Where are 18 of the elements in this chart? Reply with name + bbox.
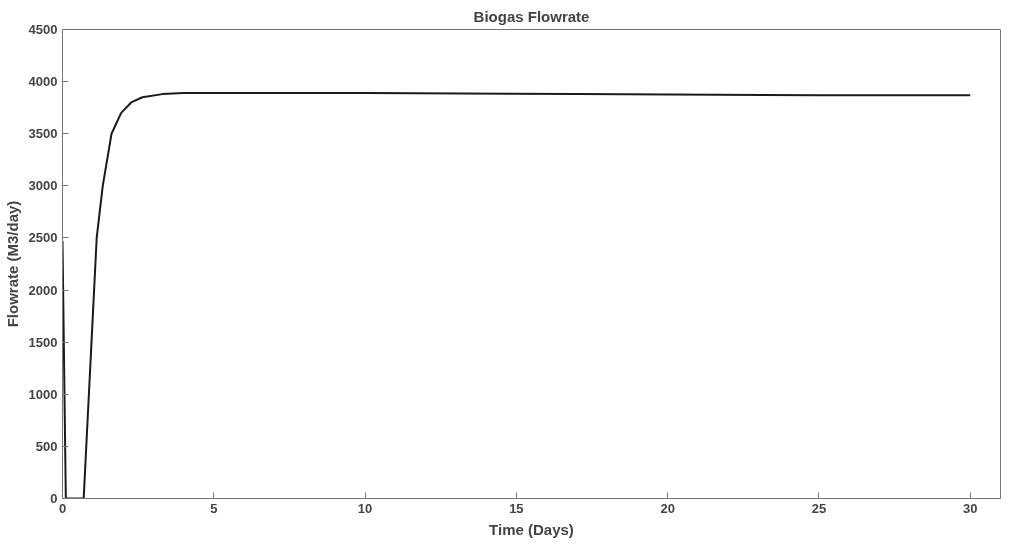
- x-tick-label: 20: [660, 500, 675, 516]
- x-tick-label: 30: [963, 500, 978, 516]
- y-axis-title: Flowrate (M3/day): [3, 200, 21, 328]
- y-tick-label: 3000: [28, 178, 58, 194]
- x-tick-label: 25: [811, 500, 827, 516]
- y-tick-label: 4000: [28, 74, 58, 90]
- x-tick-label: 5: [210, 500, 218, 516]
- y-tick-label: 1000: [28, 386, 58, 402]
- y-tick-label: 2500: [28, 230, 58, 246]
- y-tick-label: 4500: [28, 22, 58, 37]
- y-tick-label: 1500: [28, 334, 58, 350]
- y-tick-label: 2000: [28, 282, 58, 298]
- x-axis-title: Time (Days): [489, 520, 574, 538]
- y-tick-label: 500: [35, 438, 58, 454]
- y-tick-label: 3500: [28, 126, 58, 142]
- x-tick-label: 10: [357, 500, 373, 516]
- x-tick-label: 15: [509, 500, 524, 516]
- chart-title: Biogas Flowrate: [473, 7, 590, 25]
